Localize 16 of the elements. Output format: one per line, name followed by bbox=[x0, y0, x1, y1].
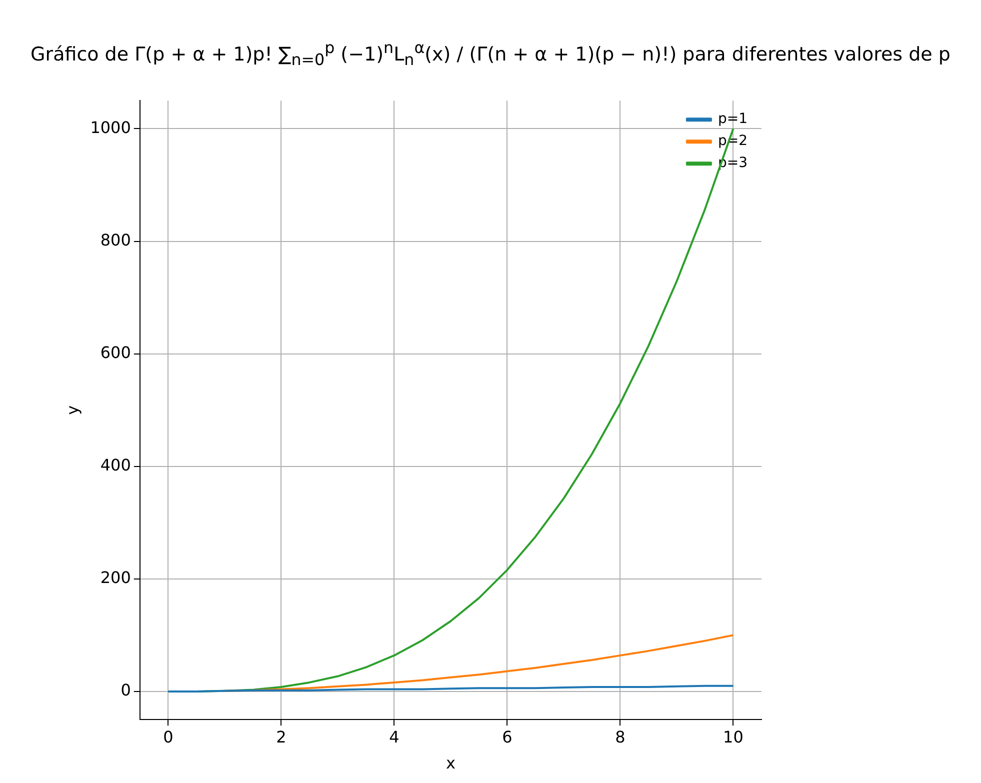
x-tick-label: 4 bbox=[389, 727, 400, 746]
y-tick-label: 400 bbox=[100, 456, 131, 475]
y-tick-label: 0 bbox=[120, 680, 131, 700]
y-tick-label: 800 bbox=[100, 230, 131, 250]
y-tick-label: 600 bbox=[100, 342, 131, 362]
x-tick-label: 6 bbox=[502, 727, 512, 746]
x-tick-label: 2 bbox=[276, 727, 286, 746]
y-tick-label: 1000 bbox=[90, 118, 131, 137]
chart-title: Gráfico de Γ(p + α + 1)p! ∑$_{n=0}$$^{p}$ (−1)$^{n}$L$_{n}$$^{α}$(x) / (Γ(n + α + 1)(p − n)!) para diferentes valores de p bbox=[30, 38, 950, 70]
y-tick-label: 200 bbox=[100, 568, 131, 588]
y-axis-title: y bbox=[62, 405, 82, 415]
x-axis-title: x bbox=[446, 754, 456, 773]
x-tick-label: 0 bbox=[163, 727, 174, 746]
x-tick-label: 10 bbox=[723, 727, 744, 746]
x-tick-label: 8 bbox=[615, 727, 626, 746]
legend-label: p=1 bbox=[718, 111, 748, 128]
